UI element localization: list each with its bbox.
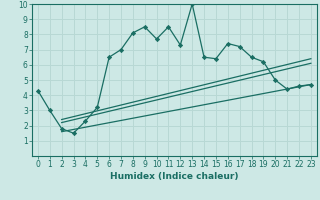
X-axis label: Humidex (Indice chaleur): Humidex (Indice chaleur)	[110, 172, 239, 181]
